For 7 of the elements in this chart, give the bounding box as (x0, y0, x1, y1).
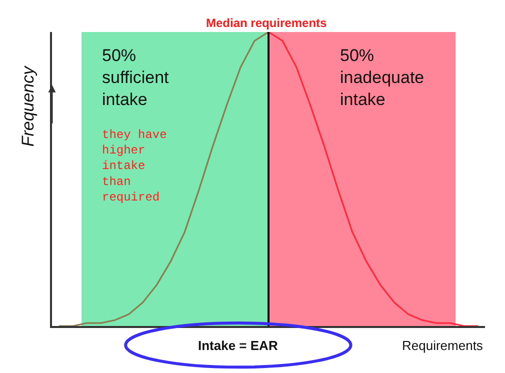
text: Median requirements (206, 16, 328, 30)
x-axis-title: Requirements (402, 338, 484, 353)
text: Intake = EAR (198, 338, 278, 353)
y-axis-title: Frequency (18, 64, 38, 147)
annotation: 50% sufficient intake (102, 46, 170, 110)
annotation: 50% inadequate intake (340, 46, 424, 110)
annotation: they have higher intake than required (102, 128, 167, 204)
